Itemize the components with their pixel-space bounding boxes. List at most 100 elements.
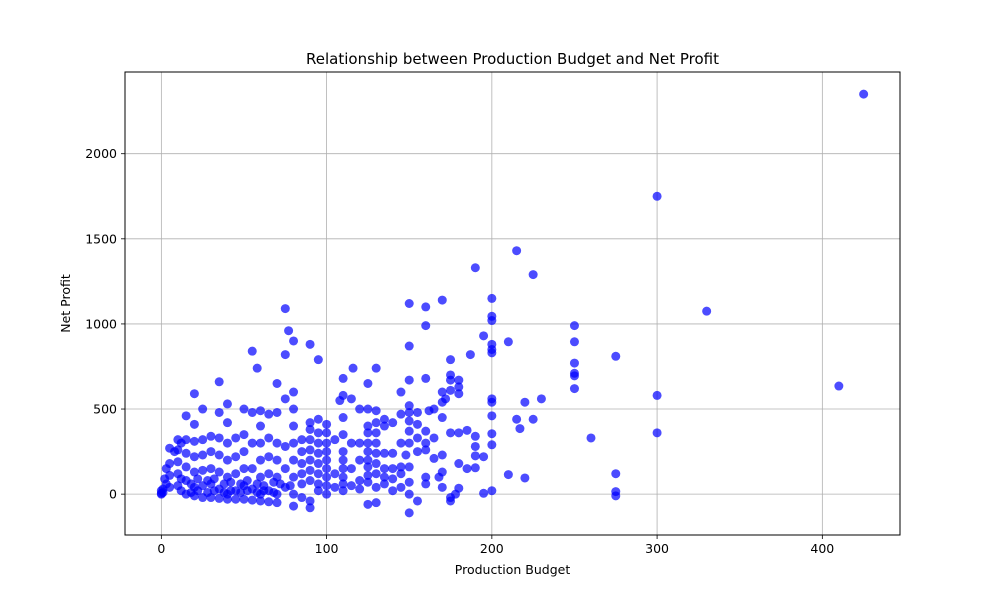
data-point bbox=[388, 474, 398, 484]
data-point bbox=[512, 414, 522, 424]
data-point bbox=[305, 339, 315, 349]
data-point bbox=[189, 389, 199, 399]
data-point bbox=[487, 293, 497, 303]
data-point bbox=[487, 486, 497, 496]
data-point bbox=[404, 438, 414, 448]
data-point bbox=[611, 351, 621, 361]
data-point bbox=[454, 389, 464, 399]
data-point bbox=[371, 482, 381, 492]
data-point bbox=[388, 464, 398, 474]
data-point bbox=[173, 435, 183, 445]
data-point bbox=[379, 464, 389, 474]
data-point bbox=[156, 488, 166, 498]
data-point bbox=[330, 469, 340, 479]
data-point bbox=[280, 304, 290, 314]
data-point bbox=[338, 373, 348, 383]
data-point bbox=[289, 489, 299, 499]
data-point bbox=[652, 191, 662, 201]
data-point bbox=[412, 496, 422, 506]
data-point bbox=[297, 447, 307, 457]
data-point bbox=[322, 489, 332, 499]
data-point bbox=[487, 397, 497, 407]
data-point bbox=[193, 474, 203, 484]
data-point bbox=[520, 473, 530, 483]
data-point bbox=[322, 464, 332, 474]
data-point bbox=[363, 447, 373, 457]
data-point bbox=[214, 407, 224, 417]
data-point bbox=[470, 463, 480, 473]
data-point bbox=[355, 455, 365, 465]
data-point bbox=[379, 414, 389, 424]
data-point bbox=[247, 495, 257, 505]
data-point bbox=[404, 401, 414, 411]
data-point bbox=[256, 455, 266, 465]
data-point bbox=[256, 421, 266, 431]
data-point bbox=[363, 438, 373, 448]
data-point bbox=[363, 455, 373, 465]
data-point bbox=[239, 404, 249, 414]
data-point bbox=[322, 447, 332, 457]
data-point bbox=[160, 474, 170, 484]
data-point bbox=[412, 419, 422, 429]
data-point bbox=[404, 416, 414, 426]
data-point bbox=[189, 436, 199, 446]
data-point bbox=[264, 497, 274, 507]
data-point bbox=[322, 419, 332, 429]
data-point bbox=[371, 406, 381, 416]
data-point bbox=[371, 438, 381, 448]
data-point bbox=[396, 469, 406, 479]
data-point bbox=[186, 479, 196, 489]
data-point bbox=[322, 438, 332, 448]
data-point bbox=[313, 448, 323, 458]
data-point bbox=[239, 447, 249, 457]
data-point bbox=[181, 411, 191, 421]
data-point bbox=[198, 493, 208, 503]
data-point bbox=[454, 375, 464, 385]
data-point bbox=[256, 438, 266, 448]
data-point bbox=[371, 428, 381, 438]
data-point bbox=[231, 452, 241, 462]
data-point bbox=[272, 379, 282, 389]
data-point bbox=[479, 331, 489, 341]
data-point bbox=[396, 409, 406, 419]
data-point bbox=[355, 438, 365, 448]
data-point bbox=[346, 438, 356, 448]
data-point bbox=[569, 358, 579, 368]
data-point bbox=[176, 474, 186, 484]
data-point bbox=[412, 433, 422, 443]
data-point bbox=[611, 491, 621, 501]
data-point bbox=[222, 438, 232, 448]
data-point bbox=[446, 355, 456, 365]
data-point bbox=[437, 295, 447, 305]
data-point bbox=[206, 431, 216, 441]
data-point bbox=[611, 469, 621, 479]
data-point bbox=[446, 375, 456, 385]
data-point bbox=[198, 404, 208, 414]
data-point bbox=[198, 435, 208, 445]
data-point bbox=[421, 373, 431, 383]
data-point bbox=[437, 387, 447, 397]
y-tick-label: 2000 bbox=[85, 146, 117, 161]
data-point bbox=[231, 469, 241, 479]
data-point bbox=[396, 462, 406, 472]
data-point bbox=[226, 486, 236, 496]
data-point bbox=[479, 488, 489, 498]
data-point bbox=[313, 438, 323, 448]
data-point bbox=[363, 379, 373, 389]
x-axis-label: Production Budget bbox=[455, 562, 571, 577]
data-point bbox=[313, 469, 323, 479]
data-point bbox=[355, 404, 365, 414]
data-point bbox=[454, 428, 464, 438]
data-point bbox=[289, 387, 299, 397]
x-tick-label: 0 bbox=[157, 541, 165, 556]
data-point bbox=[421, 321, 431, 331]
data-point bbox=[470, 441, 480, 451]
data-point bbox=[264, 452, 274, 462]
data-point bbox=[520, 397, 530, 407]
data-point bbox=[275, 479, 285, 489]
data-point bbox=[379, 479, 389, 489]
data-point bbox=[434, 472, 444, 482]
data-point bbox=[379, 421, 389, 431]
data-point bbox=[252, 363, 262, 373]
data-point bbox=[305, 424, 315, 434]
